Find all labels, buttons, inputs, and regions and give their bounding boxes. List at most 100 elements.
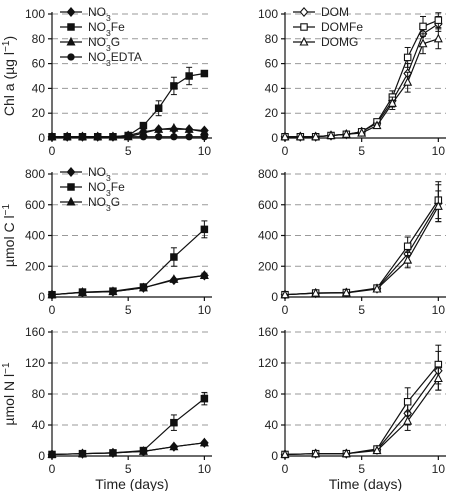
y-tick-label: 0 <box>38 449 45 463</box>
data-point <box>48 133 56 141</box>
data-point <box>280 289 290 299</box>
x-tick-label: 5 <box>125 303 132 317</box>
data-point <box>403 242 412 251</box>
data-point <box>200 133 209 141</box>
series-line <box>284 202 439 296</box>
x-tick-label: 0 <box>282 144 289 158</box>
legend-marker <box>67 23 75 31</box>
data-point <box>372 283 382 293</box>
data-point <box>433 33 443 43</box>
data-point <box>341 448 351 458</box>
legend-marker <box>300 23 308 31</box>
data-point <box>108 286 118 296</box>
series-line <box>51 274 205 296</box>
legend-marker <box>66 166 76 178</box>
legend-label: NO3EDTA <box>88 50 142 68</box>
x-tick-label: 10 <box>198 462 212 476</box>
y-tick-label: 60 <box>265 57 279 71</box>
series-1 <box>281 344 443 459</box>
data-point <box>139 133 148 141</box>
y-tick-label: 0 <box>271 131 278 145</box>
x-tick-label: 5 <box>125 144 132 158</box>
y-tick-label: 40 <box>32 418 46 432</box>
legend-marker <box>66 36 76 46</box>
data-point <box>372 445 382 455</box>
y-tick-label: 80 <box>32 387 46 401</box>
data-point <box>387 98 397 107</box>
data-point <box>77 448 87 458</box>
legend-marker <box>299 6 309 18</box>
data-point <box>403 53 412 62</box>
data-point <box>200 225 209 234</box>
data-point <box>403 254 413 264</box>
x-axis-label: Time (days) <box>329 476 402 491</box>
x-tick-label: 10 <box>198 303 212 317</box>
y-tick-label: 40 <box>265 418 279 432</box>
data-point <box>170 253 178 261</box>
data-point <box>372 120 382 130</box>
data-point <box>108 447 118 457</box>
series-0 <box>280 350 443 460</box>
data-point <box>185 72 193 80</box>
data-point <box>433 373 443 383</box>
y-tick-label: 600 <box>258 198 278 212</box>
series-line <box>284 205 439 296</box>
legend-marker <box>67 53 75 61</box>
x-tick-label: 0 <box>282 303 289 317</box>
data-point <box>154 124 164 133</box>
chart-panel-6: 0 40 80 120 160 0 5 10 Time (days) <box>258 325 446 491</box>
x-tick-label: 10 <box>432 303 446 317</box>
y-tick-label: 60 <box>32 57 46 71</box>
series-line <box>51 442 205 456</box>
data-point <box>295 131 305 141</box>
x-tick-label: 0 <box>49 144 56 158</box>
data-point <box>170 82 178 90</box>
x-tick-label: 5 <box>358 303 365 317</box>
y-axis-label: Chl a (µg l−1) <box>1 36 18 116</box>
data-point <box>94 133 102 141</box>
x-tick-label: 5 <box>358 144 365 158</box>
x-tick-label: 5 <box>358 462 365 476</box>
y-tick-label: 80 <box>32 32 46 46</box>
data-point <box>433 201 443 210</box>
data-point <box>77 287 87 296</box>
series-2 <box>47 437 209 459</box>
y-axis-label: µmol C l−1 <box>1 204 18 268</box>
y-tick-label: 0 <box>38 131 45 145</box>
data-point <box>47 289 57 299</box>
data-point <box>200 394 209 403</box>
y-tick-label: 160 <box>258 325 278 339</box>
y-tick-label: 40 <box>32 81 46 95</box>
y-tick-label: 20 <box>265 106 279 120</box>
y-tick-label: 120 <box>25 356 45 370</box>
y-axis-label: µmol N l−1 <box>1 362 18 426</box>
chart-panel-5: 0 40 80 120 160 0 5 10 µmol N l−1 Time (days) <box>1 325 212 491</box>
data-point <box>280 449 290 459</box>
data-point <box>199 270 209 280</box>
data-point <box>184 124 194 133</box>
y-tick-label: 200 <box>25 259 45 273</box>
data-point <box>357 127 367 137</box>
y-tick-label: 600 <box>25 198 45 212</box>
series-line <box>285 19 439 138</box>
legend-label: NO3G <box>88 35 120 53</box>
data-point <box>311 287 321 297</box>
x-tick-label: 10 <box>198 144 212 158</box>
data-point <box>403 397 412 406</box>
y-tick-label: 0 <box>38 290 45 304</box>
legend-label: DOMG <box>321 35 358 49</box>
x-tick-label: 0 <box>49 462 56 476</box>
x-tick-label: 0 <box>49 303 56 317</box>
legend-label: NO3Fe <box>88 180 125 198</box>
y-tick-label: 800 <box>25 167 45 181</box>
data-point <box>78 133 87 141</box>
data-point <box>434 16 443 24</box>
data-point <box>341 287 351 297</box>
x-tick-label: 0 <box>282 462 289 476</box>
y-tick-label: 400 <box>258 229 278 243</box>
